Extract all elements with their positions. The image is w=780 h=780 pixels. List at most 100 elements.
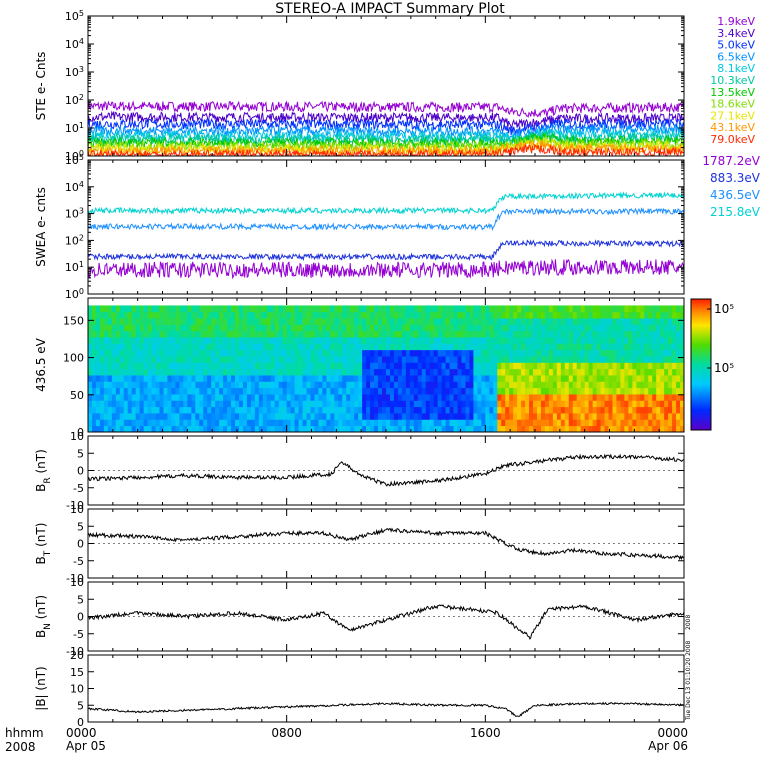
- heatmap-cell: [572, 318, 578, 325]
- heatmap-cell: [187, 425, 192, 433]
- heatmap-cell: [620, 324, 625, 332]
- heatmap-cell: [231, 324, 236, 332]
- heatmap-cell: [401, 419, 407, 427]
- heatmap-cell: [314, 343, 319, 351]
- heatmap-cell: [616, 343, 621, 351]
- heatmap-cell: [262, 356, 268, 363]
- heatmap-cell: [413, 330, 419, 338]
- heatmap-cell: [429, 324, 435, 332]
- heatmap-cell: [115, 413, 121, 420]
- heatmap-cell: [656, 362, 661, 370]
- heatmap-cell: [131, 318, 137, 325]
- heatmap-cell: [521, 343, 526, 351]
- heatmap-cell: [242, 362, 248, 370]
- heatmap-cell: [318, 337, 323, 344]
- heatmap-cell: [465, 324, 470, 332]
- heatmap-cell: [389, 356, 395, 363]
- heatmap-cell: [139, 394, 145, 401]
- heatmap-cell: [648, 413, 653, 420]
- heatmap-cell: [203, 305, 208, 313]
- heatmap-cell: [393, 400, 399, 408]
- heatmap-cell: [624, 406, 629, 414]
- heatmap-cell: [246, 324, 252, 332]
- heatmap-cell: [584, 349, 590, 357]
- heatmap-cell: [231, 305, 236, 313]
- heatmap-cell: [437, 381, 443, 389]
- heatmap-cell: [668, 362, 673, 370]
- heatmap-cell: [676, 413, 681, 420]
- heatmap-cell: [286, 362, 292, 370]
- heatmap-cell: [529, 337, 534, 344]
- heatmap-cell: [211, 318, 216, 325]
- heatmap-cell: [258, 400, 264, 408]
- heatmap-cell: [393, 337, 399, 344]
- heatmap-cell: [107, 324, 113, 332]
- heatmap-cell: [421, 387, 427, 395]
- heatmap-cell: [401, 330, 407, 338]
- heatmap-cell: [473, 394, 478, 401]
- heatmap-cell: [461, 362, 466, 370]
- heatmap-cell: [493, 330, 498, 338]
- heatmap-cell: [362, 324, 367, 332]
- heatmap-cell: [95, 394, 101, 401]
- heatmap-cell: [290, 381, 296, 389]
- heatmap-cell: [640, 368, 645, 376]
- heatmap-cell: [374, 311, 379, 319]
- heatmap-cell: [584, 362, 590, 370]
- heatmap-cell: [668, 349, 673, 357]
- heatmap-cell: [660, 375, 665, 382]
- heatmap-cell: [409, 330, 415, 338]
- heatmap-cell: [88, 406, 93, 414]
- heatmap-cell: [322, 375, 327, 382]
- heatmap-cell: [477, 362, 482, 370]
- heatmap-cell: [278, 343, 284, 351]
- heatmap-cell: [155, 362, 160, 370]
- heatmap-cell: [664, 394, 669, 401]
- heatmap-cell: [505, 318, 510, 325]
- heatmap-cell: [616, 362, 621, 370]
- heatmap-cell: [521, 305, 526, 313]
- heatmap-cell: [266, 330, 272, 338]
- heatmap-cell: [509, 368, 514, 376]
- heatmap-cell: [501, 356, 506, 363]
- heatmap-cell: [282, 387, 288, 395]
- heatmap-cell: [596, 311, 601, 319]
- heatmap-cell: [672, 330, 677, 338]
- heatmap-cell: [370, 375, 375, 382]
- heatmap-cell: [501, 375, 506, 382]
- heatmap-cell: [521, 425, 526, 433]
- heatmap-cell: [242, 330, 248, 338]
- heatmap-cell: [552, 400, 558, 408]
- heatmap-cell: [513, 343, 518, 351]
- y-tick-label: 5: [77, 520, 84, 533]
- heatmap-cell: [620, 330, 625, 338]
- heatmap-cell: [624, 387, 629, 395]
- heatmap-cell: [417, 356, 423, 363]
- heatmap-cell: [318, 394, 323, 401]
- heatmap-cell: [648, 318, 653, 325]
- heatmap-cell: [485, 311, 490, 319]
- heatmap-cell: [608, 318, 613, 325]
- heatmap-cell: [235, 330, 240, 338]
- heatmap-cell: [525, 343, 530, 351]
- heatmap-cell: [143, 394, 148, 401]
- heatmap-cell: [648, 381, 653, 389]
- heatmap-cell: [564, 318, 570, 325]
- heatmap-cell: [656, 419, 661, 427]
- heatmap-cell: [219, 343, 224, 351]
- heatmap-cell: [179, 343, 184, 351]
- heatmap-cell: [282, 400, 288, 408]
- heatmap-cell: [282, 362, 288, 370]
- heatmap-cell: [187, 337, 192, 344]
- heatmap-cell: [453, 425, 458, 433]
- heatmap-cell: [147, 381, 152, 389]
- heatmap-cell: [548, 324, 554, 332]
- heatmap-cell: [668, 368, 673, 376]
- heatmap-cell: [680, 375, 685, 382]
- heatmap-cell: [453, 318, 458, 325]
- heatmap-cell: [389, 305, 395, 313]
- heatmap-cell: [103, 362, 109, 370]
- heatmap-cell: [640, 387, 645, 395]
- heatmap-cell: [560, 419, 566, 427]
- heatmap-cell: [318, 419, 323, 427]
